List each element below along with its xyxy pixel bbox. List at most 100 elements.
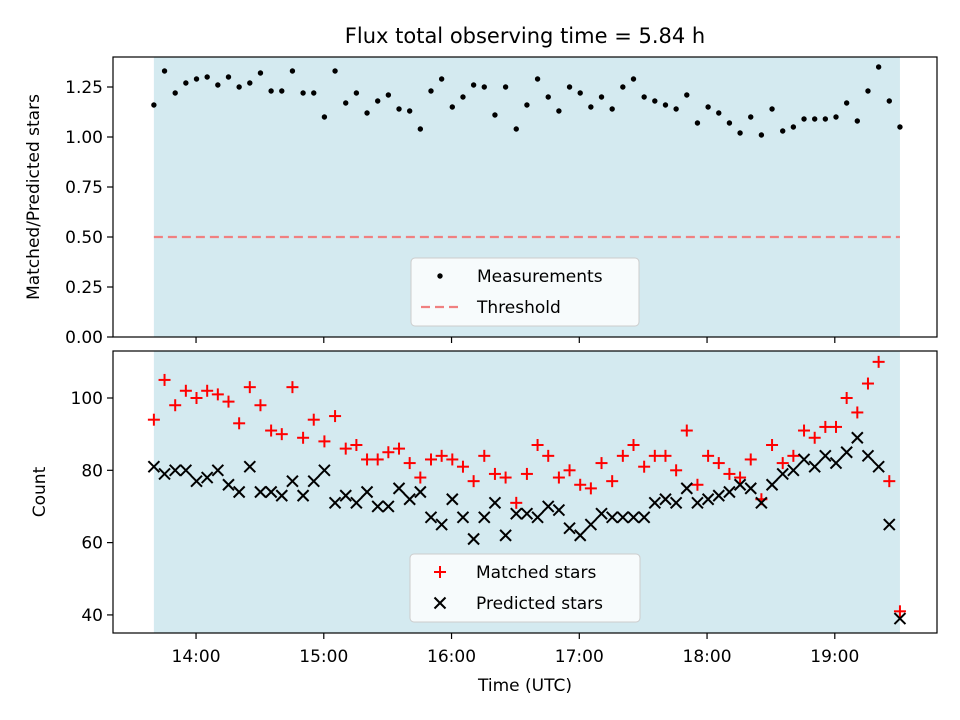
predicted-star-points xyxy=(147,431,907,625)
matched-point xyxy=(307,413,320,426)
matched-point xyxy=(840,392,853,404)
measurement-point xyxy=(247,80,253,86)
matched-point xyxy=(808,431,821,444)
predicted-point xyxy=(829,456,843,470)
measurement-point xyxy=(598,94,605,100)
matched-point xyxy=(893,605,906,618)
ratio-legend-box xyxy=(410,257,640,327)
predicted-point xyxy=(350,496,363,510)
legend-predicted-marker xyxy=(433,596,447,610)
matched-point xyxy=(393,442,406,455)
matched-point xyxy=(648,449,661,462)
measurement-point xyxy=(215,82,221,88)
matched-point xyxy=(584,482,597,495)
measurement-point xyxy=(289,68,296,74)
ratio-y-tick-label: 0.25 xyxy=(65,278,103,298)
predicted-point xyxy=(307,474,320,488)
measurement-point xyxy=(300,90,306,96)
measurement-point xyxy=(726,120,733,126)
measurement-point xyxy=(438,76,445,82)
predicted-point xyxy=(456,511,470,524)
matched-point xyxy=(606,475,619,488)
predicted-point xyxy=(232,485,246,499)
measurement-point xyxy=(758,132,765,138)
measurement-point xyxy=(822,116,829,122)
matched-point xyxy=(723,467,736,480)
measurement-point xyxy=(769,106,775,112)
predicted-point xyxy=(861,449,875,463)
predicted-point xyxy=(435,518,448,531)
matched-point xyxy=(574,478,587,491)
predicted-point xyxy=(872,460,885,473)
count-x-ticks: 14:00 15:00 16:00 17:00 18:00 19:00 xyxy=(172,633,859,667)
ratio-y-tick-label: 1.00 xyxy=(65,128,103,148)
x-tick-label: 16:00 xyxy=(427,647,476,667)
measurement-point xyxy=(801,116,807,122)
measurement-point xyxy=(694,120,701,126)
matched-point xyxy=(787,449,800,462)
predicted-point xyxy=(158,467,171,481)
predicted-point xyxy=(382,500,395,513)
predicted-point xyxy=(605,511,619,524)
measurement-point xyxy=(161,68,168,74)
legend-predicted-label: Predicted stars xyxy=(476,594,603,614)
matched-point xyxy=(265,424,278,437)
predicted-point xyxy=(190,474,203,488)
matched-point xyxy=(851,406,864,419)
measurement-point xyxy=(524,102,530,108)
measurement-point xyxy=(897,124,903,130)
matched-point xyxy=(211,388,224,401)
matched-point xyxy=(702,449,715,462)
legend-threshold-label: Threshold xyxy=(476,298,561,318)
predicted-point xyxy=(755,496,768,510)
matched-point xyxy=(275,428,288,441)
predicted-point xyxy=(147,460,161,473)
matched-point xyxy=(776,457,789,470)
predicted-point xyxy=(179,464,193,477)
measurement-point xyxy=(577,90,583,96)
matched-point xyxy=(233,417,246,430)
measurement-point xyxy=(652,98,658,104)
measurement-point xyxy=(311,90,317,96)
matched-point xyxy=(446,453,459,466)
predicted-point xyxy=(168,464,182,477)
predicted-point xyxy=(392,482,406,495)
measurement-point xyxy=(566,84,573,90)
measurement-point xyxy=(865,88,871,94)
predicted-point xyxy=(520,507,534,520)
predicted-point xyxy=(819,449,832,463)
predicted-point xyxy=(712,489,725,502)
predicted-point xyxy=(286,474,299,488)
measurement-point xyxy=(609,106,615,112)
predicted-point xyxy=(787,464,800,477)
matched-point xyxy=(563,464,576,477)
measurement-point xyxy=(428,88,434,94)
matched-point xyxy=(201,384,214,397)
count-panel: 40 60 80 100 14:00 15:00 16:00 17:00 18:00 19:00… xyxy=(30,350,938,696)
ratio-y-ticks: 0.00 0.25 0.50 0.75 1.00 1.25 xyxy=(65,78,113,348)
predicted-point xyxy=(723,485,736,499)
matched-point xyxy=(467,475,480,488)
legend-measurements-marker xyxy=(437,273,443,279)
predicted-point xyxy=(616,511,630,524)
measurement-point xyxy=(460,94,466,100)
matched-point xyxy=(147,413,160,426)
matched-point xyxy=(286,381,299,394)
predicted-point xyxy=(776,467,789,481)
matched-point xyxy=(830,420,843,433)
matched-point xyxy=(659,449,672,462)
measurement-point xyxy=(364,110,370,116)
measurement-point xyxy=(417,126,424,132)
predicted-point xyxy=(478,511,491,524)
matched-point xyxy=(243,381,256,394)
measurement-point xyxy=(502,84,509,90)
matched-point xyxy=(734,471,747,484)
ratio-y-tick-label: 0.75 xyxy=(65,178,103,198)
predicted-point xyxy=(883,518,896,531)
matched-point xyxy=(691,478,704,491)
legend-matched-marker xyxy=(434,566,446,578)
predicted-point xyxy=(542,500,555,513)
matched-point xyxy=(520,467,533,480)
x-tick-label: 17:00 xyxy=(555,647,604,667)
predicted-point xyxy=(637,511,651,524)
